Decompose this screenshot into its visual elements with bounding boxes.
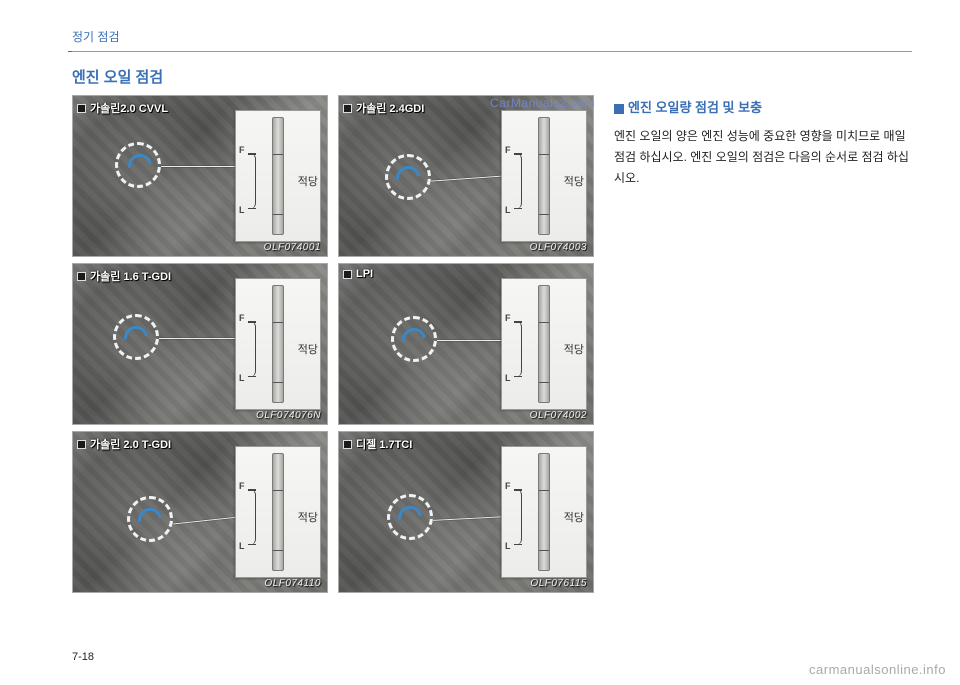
square-bullet-icon: [614, 104, 624, 114]
watermark-top: CarManuals2.com: [490, 96, 595, 110]
figure-label: 가솔린 1.6 T-GDI: [77, 268, 171, 284]
figure-label-text: 가솔린 1.6 T-GDI: [90, 268, 171, 284]
leader-line: [161, 166, 239, 167]
callout-label: 적당: [564, 173, 584, 189]
square-bullet-icon: [343, 270, 352, 279]
dipstick-gauge: [538, 453, 550, 571]
callout-label: 적당: [564, 509, 584, 525]
figure-label: LPI: [343, 268, 373, 280]
square-bullet-icon: [77, 104, 86, 113]
leader-line: [431, 175, 505, 181]
figure-gasoline-2-cvvl: 가솔린2.0 CVVL F L 적당 OLF074001: [72, 95, 328, 257]
figure-label-text: 디젤 1.7TCI: [356, 436, 412, 452]
dipstick-gauge: [272, 285, 284, 403]
figure-code: OLF074001: [264, 242, 321, 253]
figure-code: OLF074003: [530, 242, 587, 253]
figure-code: OLF074076N: [256, 410, 321, 421]
dipstick-callout: F L 적당: [235, 446, 321, 578]
right-body-text: 엔진 오일의 양은 엔진 성능에 중요한 영향을 미치므로 매일 점검 하십시오…: [614, 126, 912, 189]
figure-label: 디젤 1.7TCI: [343, 436, 412, 452]
header-section: 정기 점검: [72, 28, 120, 45]
dipstick-gauge: [538, 285, 550, 403]
leader-line: [433, 516, 505, 521]
section-title: 엔진 오일 점검: [72, 66, 912, 87]
page-number: 7-18: [72, 651, 94, 663]
range-brace: [244, 321, 256, 377]
callout-label: 적당: [298, 173, 318, 189]
figure-code: OLF076115: [530, 578, 587, 589]
callout-label: 적당: [298, 341, 318, 357]
range-brace: [244, 153, 256, 209]
right-heading-text: 엔진 오일량 점검 및 보충: [628, 100, 762, 115]
range-brace: [244, 489, 256, 545]
range-brace: [510, 321, 522, 377]
figure-code: OLF074110: [264, 578, 321, 589]
dipstick-callout: F L 적당: [235, 278, 321, 410]
right-heading: 엔진 오일량 점검 및 보충: [614, 97, 912, 116]
figure-code: OLF074002: [530, 410, 587, 421]
figure-label-text: 가솔린 2.4GDI: [356, 100, 424, 116]
figure-gasoline-20-tgdi: 가솔린 2.0 T-GDI F L 적당 OLF074110: [72, 431, 328, 593]
square-bullet-icon: [77, 272, 86, 281]
square-bullet-icon: [77, 440, 86, 449]
figure-label: 가솔린2.0 CVVL: [77, 100, 168, 116]
figure-lpi: LPI F L 적당 OLF074002: [338, 263, 594, 425]
range-brace: [510, 153, 522, 209]
figure-label-text: LPI: [356, 268, 373, 280]
square-bullet-icon: [343, 104, 352, 113]
leader-line: [159, 338, 239, 339]
figure-gasoline-24gdi: 가솔린 2.4GDI F L 적당 OLF074003: [338, 95, 594, 257]
callout-label: 적당: [298, 509, 318, 525]
figure-label-text: 가솔린2.0 CVVL: [90, 100, 168, 116]
callout-label: 적당: [564, 341, 584, 357]
header-rule-gray: [72, 51, 912, 52]
figure-column-2: 가솔린 2.4GDI F L 적당 OLF074003: [338, 95, 594, 593]
dipstick-callout: F L 적당: [501, 278, 587, 410]
leader-line: [437, 340, 505, 341]
dipstick-callout: F L 적당: [235, 110, 321, 242]
watermark-bottom: carmanualsonline.info: [809, 662, 946, 677]
dipstick-gauge: [272, 453, 284, 571]
dipstick-gauge: [272, 117, 284, 235]
range-brace: [510, 489, 522, 545]
figure-label: 가솔린 2.4GDI: [343, 100, 424, 116]
figure-label: 가솔린 2.0 T-GDI: [77, 436, 171, 452]
figure-label-text: 가솔린 2.0 T-GDI: [90, 436, 171, 452]
right-text-column: 엔진 오일량 점검 및 보충 엔진 오일의 양은 엔진 성능에 중요한 영향을 …: [604, 95, 912, 593]
figure-diesel-17tci: 디젤 1.7TCI F L 적당 OLF076115: [338, 431, 594, 593]
leader-line: [173, 517, 239, 525]
dipstick-callout: F L 적당: [501, 110, 587, 242]
dipstick-gauge: [538, 117, 550, 235]
dipstick-callout: F L 적당: [501, 446, 587, 578]
figure-column-1: 가솔린2.0 CVVL F L 적당 OLF074001: [72, 95, 328, 593]
figure-gasoline-16-tgdi: 가솔린 1.6 T-GDI F L 적당 OLF074076N: [72, 263, 328, 425]
square-bullet-icon: [343, 440, 352, 449]
